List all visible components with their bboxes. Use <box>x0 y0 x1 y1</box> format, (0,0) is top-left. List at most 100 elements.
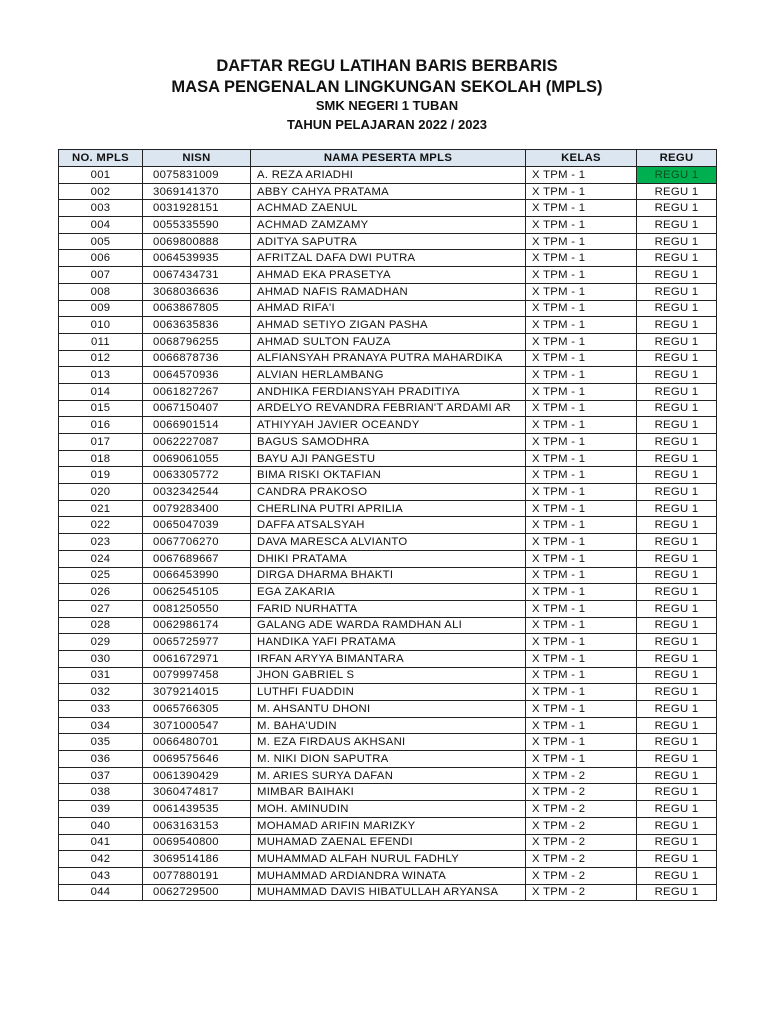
no-cell: 024 <box>58 549 143 568</box>
no-cell: 038 <box>58 783 143 802</box>
class-cell: X TPM - 1 <box>525 599 637 618</box>
class-cell: X TPM - 1 <box>525 382 637 401</box>
class-cell: X TPM - 1 <box>525 499 637 518</box>
no-cell: 034 <box>58 716 143 735</box>
class-cell: X TPM - 1 <box>525 416 637 434</box>
no-cell: 041 <box>58 833 143 852</box>
group-cell: REGU 1 <box>636 382 717 401</box>
table-row: 010 0063635836 AHMAD SETIYO ZIGAN PASHA X T… <box>58 316 717 334</box>
name-cell: ANDHIKA FERDIANSYAH PRADITIYA <box>250 382 526 401</box>
class-cell: X TPM - 1 <box>525 700 637 718</box>
document-subtitle: MASA PENGENALAN LINGKUNGAN SEKOLAH (MPLS… <box>171 78 603 96</box>
table-row: 022 0065047039 DAFFA ATSALSYAH X TPM - 1 REG… <box>58 516 717 535</box>
no-cell: 021 <box>58 499 143 518</box>
table-row: 021 0079283400 CHERLINA PUTRI APRILIA X TPM… <box>58 499 717 518</box>
class-cell: X TPM - 1 <box>525 232 637 251</box>
nisn-cell: 0077880191 <box>142 866 251 885</box>
group-cell: REGU 1 <box>636 833 717 852</box>
nisn-cell: 0069061055 <box>142 449 251 468</box>
no-cell: 025 <box>58 566 143 585</box>
group-cell: REGU 1 <box>636 199 717 218</box>
name-cell: AFRITZAL DAFA DWI PUTRA <box>250 249 526 268</box>
no-cell: 001 <box>58 166 143 184</box>
class-cell: X TPM - 1 <box>525 399 637 418</box>
name-cell: M. NIKI DION SAPUTRA <box>250 750 526 768</box>
table-row: 012 0066878736 ALFIANSYAH PRANAYA PUTRA MA… <box>58 349 717 368</box>
name-cell: FARID NURHATTA <box>250 599 526 618</box>
class-cell: X TPM - 1 <box>525 332 637 351</box>
no-cell: 030 <box>58 649 143 668</box>
name-cell: IRFAN ARYYA BIMANTARA <box>250 649 526 668</box>
table-row: 017 0062227087 BAGUS SAMODHRA X TPM - 1 REGU… <box>58 433 717 451</box>
table-row: 014 0061827267 ANDHIKA FERDIANSYAH PRADITI… <box>58 382 717 401</box>
table-row: 020 0032342544 CANDRA PRAKOSO X TPM - 1 REGU… <box>58 483 717 501</box>
table-row: 041 0069540800 MUHAMAD ZAENAL EFENDI X TPM … <box>58 833 717 852</box>
class-cell: X TPM - 2 <box>525 833 637 852</box>
no-cell: 027 <box>58 599 143 618</box>
nisn-cell: 0055335590 <box>142 216 251 234</box>
nisn-cell: 3068036636 <box>142 282 251 301</box>
column-header-nisn: NISN <box>142 149 251 167</box>
nisn-cell: 0064539935 <box>142 249 251 268</box>
group-cell: REGU 1 <box>636 700 717 718</box>
group-cell: REGU 1 <box>636 399 717 418</box>
name-cell: M. EZA FIRDAUS AKHSANI <box>250 733 526 752</box>
no-cell: 008 <box>58 282 143 301</box>
no-cell: 037 <box>58 766 143 785</box>
table-row: 030 0061672971 IRFAN ARYYA BIMANTARA X TPM … <box>58 649 717 668</box>
group-cell: REGU 1 <box>636 416 717 434</box>
nisn-cell: 0066901514 <box>142 416 251 434</box>
no-cell: 042 <box>58 850 143 868</box>
name-cell: AHMAD RIFA'I <box>250 299 526 318</box>
class-cell: X TPM - 1 <box>525 216 637 234</box>
nisn-cell: 0065047039 <box>142 516 251 535</box>
group-cell: REGU 1 <box>636 850 717 868</box>
table-row: 028 0062986174 GALANG ADE WARDA RAMDHAN AL… <box>58 616 717 635</box>
class-cell: X TPM - 2 <box>525 883 637 902</box>
group-cell: REGU 1 <box>636 633 717 651</box>
group-cell: REGU 1 <box>636 816 717 835</box>
no-cell: 031 <box>58 666 143 685</box>
name-cell: ABBY CAHYA PRATAMA <box>250 182 526 201</box>
class-cell: X TPM - 1 <box>525 633 637 651</box>
class-cell: X TPM - 2 <box>525 850 637 868</box>
nisn-cell: 0031928151 <box>142 199 251 218</box>
name-cell: MUHAMMAD ALFAH NURUL FADHLY <box>250 850 526 868</box>
group-cell: REGU 1 <box>636 583 717 601</box>
participant-table: NO. MPLS NISN NAMA PESERTA MPLS KELAS RE… <box>58 149 717 902</box>
table-row: 004 0055335590 ACHMAD ZAMZAMY X TPM - 1 REGU… <box>58 216 717 234</box>
class-cell: X TPM - 1 <box>525 733 637 752</box>
no-cell: 010 <box>58 316 143 334</box>
class-cell: X TPM - 1 <box>525 199 637 218</box>
table-row: 002 3069141370 ABBY CAHYA PRATAMA X TPM - 1… <box>58 182 717 201</box>
group-cell: REGU 1 <box>636 866 717 885</box>
table-row: 034 3071000547 M. BAHA'UDIN X TPM - 1 REGU 1 <box>58 716 717 735</box>
no-cell: 020 <box>58 483 143 501</box>
group-cell: REGU 1 <box>636 800 717 818</box>
nisn-cell: 0065725977 <box>142 633 251 651</box>
table-row: 016 0066901514 ATHIYYAH JAVIER OCEANDY X TP… <box>58 416 717 434</box>
group-cell: REGU 1 <box>636 599 717 618</box>
no-cell: 044 <box>58 883 143 902</box>
nisn-cell: 0062729500 <box>142 883 251 902</box>
table-row: 043 0077880191 MUHAMMAD ARDIANDRA WINATA X … <box>58 866 717 885</box>
table-row: 044 0062729500 MUHAMMAD DAVIS HIBATULLAH A… <box>58 883 717 902</box>
group-cell: REGU 1 <box>636 216 717 234</box>
name-cell: ATHIYYAH JAVIER OCEANDY <box>250 416 526 434</box>
no-cell: 028 <box>58 616 143 635</box>
class-cell: X TPM - 1 <box>525 266 637 284</box>
table-row: 035 0066480701 M. EZA FIRDAUS AKHSANI X TPM… <box>58 733 717 752</box>
name-cell: M. ARIES SURYA DAFAN <box>250 766 526 785</box>
nisn-cell: 0061672971 <box>142 649 251 668</box>
name-cell: AHMAD NAFIS RAMADHAN <box>250 282 526 301</box>
nisn-cell: 0067706270 <box>142 533 251 551</box>
nisn-cell: 0061390429 <box>142 766 251 785</box>
no-cell: 006 <box>58 249 143 268</box>
group-cell: REGU 1 <box>636 433 717 451</box>
nisn-cell: 3069141370 <box>142 182 251 201</box>
no-cell: 032 <box>58 683 143 701</box>
school-name: SMK NEGERI 1 TUBAN <box>315 98 459 113</box>
nisn-cell: 0066878736 <box>142 349 251 368</box>
no-cell: 003 <box>58 199 143 218</box>
